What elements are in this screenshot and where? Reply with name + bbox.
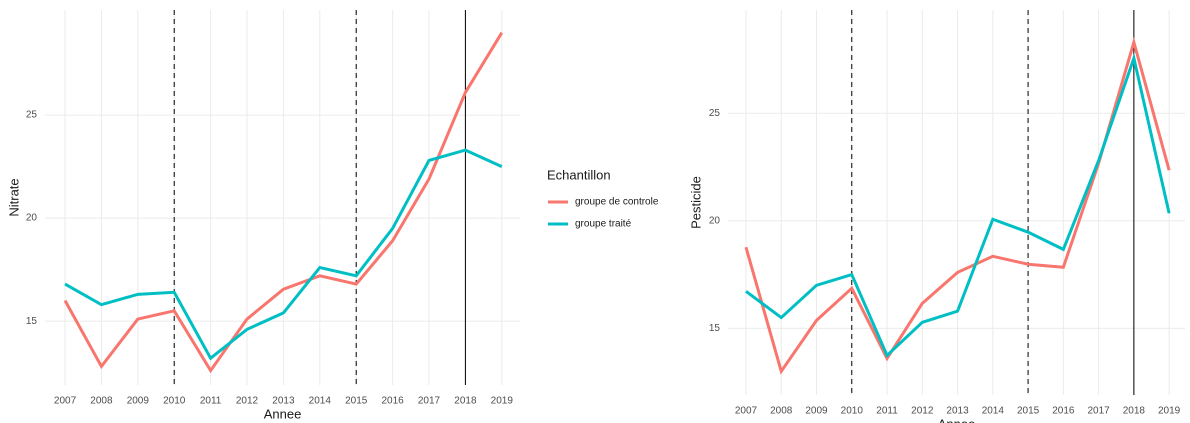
x-tick-label: 2007	[735, 406, 758, 417]
x-tick-label: 2008	[770, 406, 793, 417]
x-tick-label: 2014	[982, 406, 1005, 417]
y-axis-title: Nitrate	[6, 178, 21, 216]
y-tick-label: 15	[709, 323, 721, 334]
x-tick-label: 2007	[54, 396, 77, 407]
x-tick-label: 2012	[911, 406, 934, 417]
x-tick-label: 2010	[163, 396, 186, 407]
x-tick-label: 2013	[272, 396, 295, 407]
legend-title: Echantillon	[547, 167, 611, 182]
x-tick-label: 2012	[236, 396, 259, 407]
x-tick-label: 2010	[841, 406, 864, 417]
y-tick-label: 20	[26, 213, 38, 224]
x-tick-label: 2008	[90, 396, 113, 407]
x-tick-label: 2011	[876, 406, 898, 417]
x-tick-label: 2011	[200, 396, 222, 407]
series-line	[745, 52, 1171, 358]
y-tick-label: 20	[709, 215, 721, 226]
x-tick-label: 2018	[454, 396, 477, 407]
y-axis-title: Pesticide	[688, 176, 703, 229]
series-line	[63, 31, 504, 374]
x-tick-label: 2015	[1017, 406, 1040, 417]
x-tick-label: 2017	[1087, 406, 1110, 417]
x-tick-label: 2016	[1052, 406, 1075, 417]
x-tick-label: 2014	[309, 396, 332, 407]
x-tick-label: 2019	[1158, 406, 1181, 417]
legend-label: groupe de controle	[575, 197, 659, 208]
legend-label: groupe traité	[575, 219, 632, 230]
x-tick-label: 2009	[127, 396, 150, 407]
x-tick-label: 2009	[805, 406, 828, 417]
y-tick-label: 25	[26, 110, 38, 121]
x-tick-label: 2018	[1123, 406, 1146, 417]
series-line	[64, 148, 503, 361]
x-axis-title: Annee	[938, 416, 976, 423]
x-tick-label: 2019	[491, 396, 514, 407]
y-tick-label: 25	[709, 108, 721, 119]
x-tick-label: 2017	[418, 396, 441, 407]
x-tick-label: 2015	[345, 396, 368, 407]
x-tick-label: 2013	[946, 406, 969, 417]
x-tick-label: 2016	[381, 396, 404, 407]
x-axis-title: Annee	[264, 406, 302, 421]
y-tick-label: 15	[26, 316, 38, 327]
